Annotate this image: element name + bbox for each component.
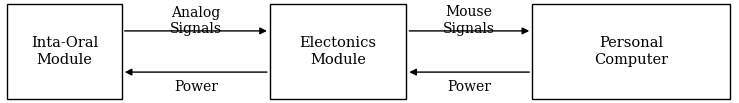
Bar bbox=[7, 4, 122, 99]
Text: Electonics
Module: Electonics Module bbox=[299, 36, 377, 67]
Bar bbox=[532, 4, 730, 99]
Text: Power: Power bbox=[174, 80, 218, 94]
Text: Inta-Oral
Module: Inta-Oral Module bbox=[31, 36, 98, 67]
Bar bbox=[270, 4, 406, 99]
Text: Personal
Computer: Personal Computer bbox=[594, 36, 668, 67]
Text: Mouse
Signals: Mouse Signals bbox=[443, 5, 495, 36]
Text: Analog
Signals: Analog Signals bbox=[170, 5, 222, 36]
Text: Power: Power bbox=[447, 80, 491, 94]
